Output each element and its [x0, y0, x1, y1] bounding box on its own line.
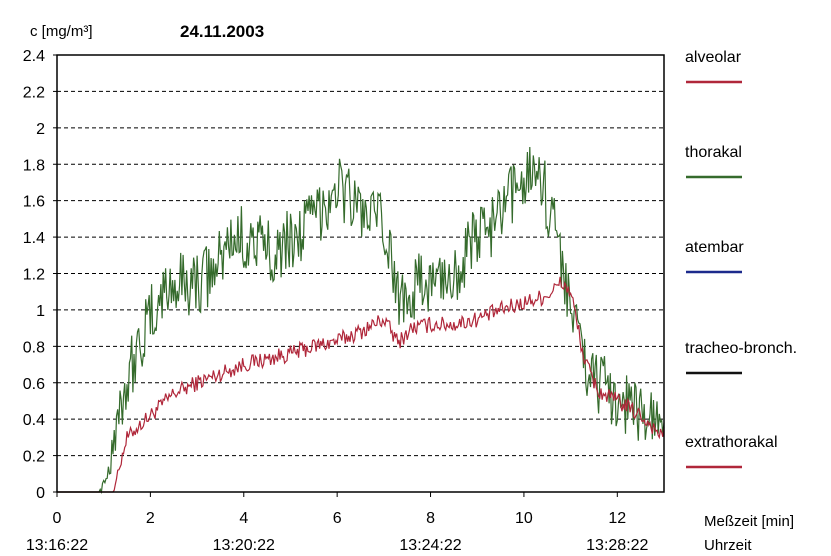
legend-label: thorakal [685, 144, 742, 161]
legend-label: alveolar [685, 49, 742, 66]
y-tick-label: 1.6 [23, 194, 45, 211]
y-tick-label: 2.2 [23, 84, 45, 101]
y-tick-label: 1.2 [23, 267, 45, 284]
x-axis-label: Meßzeit [min] [704, 513, 794, 530]
series-line-thorakal [57, 146, 665, 495]
grid-lines [57, 54, 664, 457]
legend-label: tracheo-bronch. [685, 340, 797, 357]
x-tick-label: 12 [608, 510, 626, 527]
y-tick-label: 2.4 [23, 48, 45, 65]
series-layer [57, 146, 665, 495]
y-tick-labels: 0 0.2 0.4 0.6 0.8 1 1.2 1.4 1.6 1.8 2 2.2 2.4 [23, 48, 57, 502]
x-tick-label: 8 [426, 510, 435, 527]
y-tick-label: 0.6 [23, 376, 45, 393]
y-tick-label: 1.4 [23, 230, 45, 247]
y-tick-label: 0.8 [23, 339, 45, 356]
x-time-label: 13:20:22 [213, 537, 275, 554]
x-tick-label: 2 [146, 510, 155, 527]
x-time-axis-label: Uhrzeit [704, 537, 752, 554]
legend-label: extrathorakal [685, 434, 778, 451]
x-time-label: 13:24:22 [399, 537, 461, 554]
x-time-labels: 13:16:22 13:20:22 13:24:22 13:28:22 [26, 537, 649, 554]
x-tick-label: 4 [239, 510, 248, 527]
legend-label: atembar [685, 239, 744, 256]
y-tick-label: 1 [36, 303, 45, 320]
x-tick-label: 0 [53, 510, 62, 527]
y-tick-label: 0 [36, 485, 45, 502]
y-tick-label: 1.8 [23, 157, 45, 174]
y-tick-label: 0.4 [23, 412, 45, 429]
x-time-label: 13:16:22 [26, 537, 88, 554]
x-tick-labels: 0 2 4 6 8 10 12 [53, 492, 626, 527]
x-tick-label: 10 [515, 510, 533, 527]
series-line-alveolar [57, 276, 665, 493]
chart-title: 24.11.2003 [180, 22, 264, 41]
y-axis-label: c [mg/m³] [30, 23, 93, 40]
y-tick-label: 0.2 [23, 449, 45, 466]
x-time-label: 13:28:22 [586, 537, 648, 554]
legend: alveolar thorakal atembar tracheo-bronch. ex… [685, 49, 797, 469]
y-tick-label: 2 [36, 121, 45, 138]
x-tick-label: 6 [333, 510, 342, 527]
